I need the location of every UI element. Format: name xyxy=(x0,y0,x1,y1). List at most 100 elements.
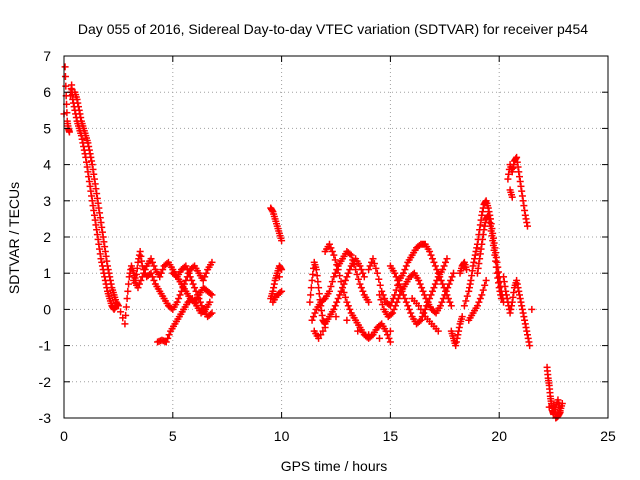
data-point xyxy=(63,109,71,117)
data-point xyxy=(341,276,349,284)
data-point xyxy=(320,296,328,304)
chart-title: Day 055 of 2016, Sidereal Day-to-day VTE… xyxy=(78,21,588,37)
data-point xyxy=(369,255,377,263)
data-point xyxy=(528,305,536,313)
y-tick-label: 4 xyxy=(43,157,51,173)
data-point xyxy=(481,281,489,289)
data-point xyxy=(479,286,487,294)
data-point xyxy=(356,262,364,270)
data-point xyxy=(426,295,434,303)
data-point xyxy=(208,258,216,266)
data-point xyxy=(436,302,444,310)
data-point xyxy=(460,302,468,310)
data-point xyxy=(349,256,357,264)
data-point xyxy=(404,302,412,310)
y-tick-label: 1 xyxy=(43,265,51,281)
data-point xyxy=(378,287,386,295)
data-point xyxy=(438,298,446,306)
x-tick-label: 20 xyxy=(491,428,507,444)
data-point xyxy=(391,269,399,277)
data-point xyxy=(341,293,349,301)
data-point xyxy=(138,273,146,281)
data-point xyxy=(420,291,428,299)
data-point xyxy=(328,278,336,286)
data-point xyxy=(419,287,427,295)
data-point xyxy=(405,305,413,313)
y-tick-label: 2 xyxy=(43,229,51,245)
data-point xyxy=(278,237,286,245)
data-point xyxy=(173,298,181,306)
data-point xyxy=(317,331,325,339)
data-point xyxy=(340,289,348,297)
data-point xyxy=(182,262,190,270)
data-point xyxy=(482,276,490,284)
data-point xyxy=(122,303,130,311)
y-tick-label: -2 xyxy=(39,374,52,390)
data-point xyxy=(330,305,338,313)
data-point xyxy=(556,409,564,417)
data-point xyxy=(343,298,351,306)
x-tick-label: 0 xyxy=(60,428,68,444)
data-point xyxy=(346,305,354,313)
data-point xyxy=(381,295,389,303)
data-point xyxy=(352,266,360,274)
data-point xyxy=(201,273,209,281)
data-point xyxy=(195,295,203,303)
data-point xyxy=(473,302,481,310)
data-point xyxy=(117,308,125,316)
data-point xyxy=(347,251,355,259)
data-point xyxy=(395,280,403,288)
data-point xyxy=(433,276,441,284)
y-tick-label: 6 xyxy=(43,84,51,100)
data-point xyxy=(336,272,344,280)
data-point xyxy=(417,305,425,313)
data-point xyxy=(315,334,323,342)
data-point xyxy=(330,251,338,259)
data-point xyxy=(65,128,73,136)
data-point xyxy=(387,310,395,318)
data-point xyxy=(332,313,340,321)
data-point xyxy=(176,291,184,299)
data-point xyxy=(545,403,553,411)
data-point xyxy=(165,331,173,339)
data-point xyxy=(394,295,402,303)
x-axis-label: GPS time / hours xyxy=(281,458,388,474)
data-point xyxy=(359,287,367,295)
data-point xyxy=(354,327,362,335)
data-point xyxy=(401,295,409,303)
data-point xyxy=(339,284,347,292)
data-point xyxy=(199,276,207,284)
data-point xyxy=(346,250,354,258)
data-point xyxy=(376,281,384,289)
data-point xyxy=(331,256,339,264)
data-point xyxy=(140,269,148,277)
data-point xyxy=(423,302,431,310)
data-point xyxy=(428,287,436,295)
data-point xyxy=(325,240,333,248)
data-point xyxy=(313,272,321,280)
data-point xyxy=(446,298,454,306)
data-point xyxy=(376,334,384,342)
data-point xyxy=(62,82,70,90)
x-tick-label: 25 xyxy=(600,428,616,444)
data-point xyxy=(447,302,455,310)
data-point xyxy=(150,276,158,284)
data-point xyxy=(135,280,143,288)
data-point xyxy=(337,278,345,286)
data-point xyxy=(427,251,435,259)
data-point xyxy=(61,63,69,71)
data-point xyxy=(331,269,339,277)
data-point xyxy=(162,338,170,346)
data-point xyxy=(278,287,286,295)
data-point xyxy=(360,273,368,281)
data-point xyxy=(434,327,442,335)
data-point xyxy=(415,317,423,325)
data-point xyxy=(385,334,393,342)
data-point xyxy=(156,273,164,281)
data-points xyxy=(60,63,566,422)
axis-ticks: 0 5 10 15 20 25 -3 -2 -1 0 1 2 3 4 5 6 7 xyxy=(39,48,616,444)
data-point xyxy=(134,284,142,292)
data-point xyxy=(416,280,424,288)
data-point xyxy=(383,331,391,339)
data-point xyxy=(492,257,500,265)
